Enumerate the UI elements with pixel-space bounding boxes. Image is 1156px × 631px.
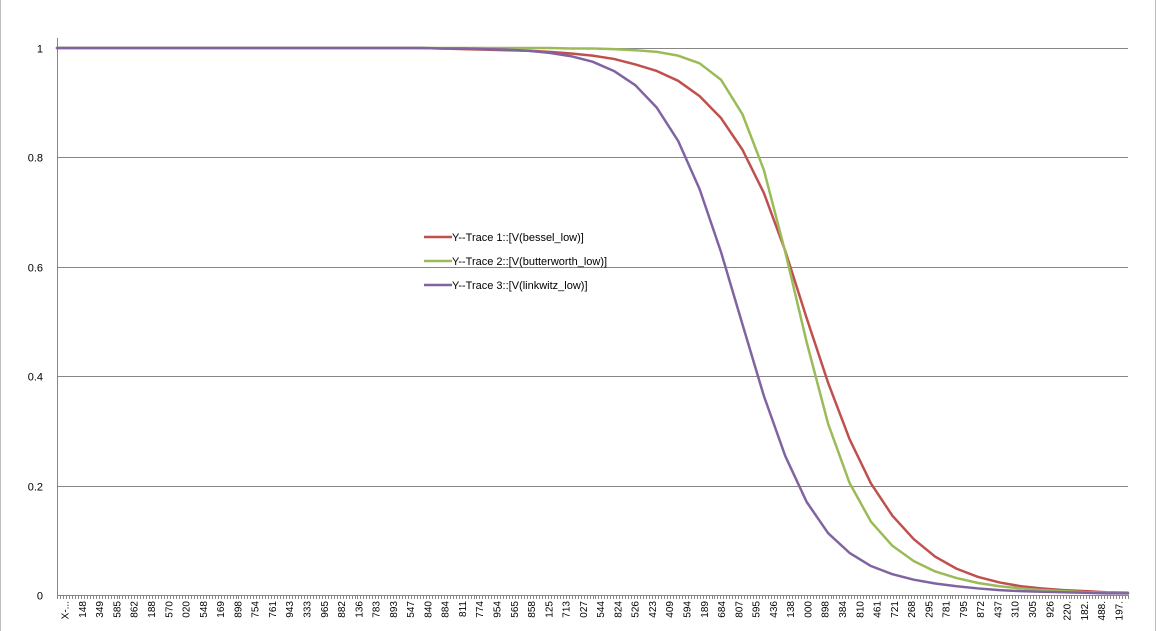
legend-label-2: Y--Trace 2::[V(butterworth_low)] [452, 256, 607, 268]
x-tick-label-7: 020 [182, 601, 193, 618]
x-tick-label-46: 810 [855, 601, 866, 618]
x-tick-label-48: 721 [890, 601, 901, 618]
legend-label-1: Y--Trace 1::[V(bessel_low)] [452, 232, 584, 244]
x-tick-label-59: 182. [1080, 601, 1091, 620]
x-tick-label-13: 943 [285, 601, 296, 618]
series-line-3 [55, 46, 1130, 595]
x-tick-label-31: 544 [596, 601, 607, 618]
x-tick-label-18: 783 [372, 601, 383, 618]
x-tick-label-42: 138 [786, 601, 797, 618]
x-tick-label-9: 169 [216, 601, 227, 618]
x-tick-label-50: 295 [924, 601, 935, 618]
legend[interactable]: Y--Trace 1::[V(bessel_low)]Y--Trace 2::[… [424, 232, 607, 292]
y-tick-label-2: 0.4 [28, 372, 43, 384]
x-tick-label-57: 926 [1045, 601, 1056, 618]
x-tick-label-47: 461 [873, 601, 884, 618]
x-tick-label-8: 548 [199, 601, 210, 618]
x-tick-label-54: 437 [993, 601, 1004, 618]
x-tick-label-52: 795 [959, 601, 970, 618]
y-axis-tick-labels: 0 0.2 0.4 0.6 0.8 1 [28, 44, 43, 603]
x-tick-label-38: 684 [717, 601, 728, 618]
x-tick-label-33: 526 [631, 601, 642, 618]
series-line-1 [55, 46, 1130, 595]
x-tick-label-19: 893 [389, 601, 400, 618]
x-tick-label-21: 840 [423, 601, 434, 618]
x-tick-label-3: 585 [112, 601, 123, 618]
x-tick-label-56: 305 [1028, 601, 1039, 618]
x-tick-label-0: X-... [61, 601, 72, 619]
x-tick-label-17: 136 [354, 601, 365, 618]
y-tick-label-1: 0.2 [28, 482, 43, 494]
x-tick-label-53: 872 [976, 601, 987, 618]
legend-label-3: Y--Trace 3::[V(linkwitz_low)] [452, 280, 588, 292]
x-tick-label-29: 713 [562, 601, 573, 618]
x-tick-label-45: 384 [838, 601, 849, 618]
x-tick-label-2: 349 [95, 601, 106, 618]
x-tick-label-22: 884 [441, 601, 452, 618]
x-tick-label-6: 570 [164, 601, 175, 618]
x-tick-label-12: 761 [268, 601, 279, 618]
x-tick-label-24: 774 [475, 601, 486, 618]
x-tick-label-44: 898 [821, 601, 832, 618]
series-line-2 [55, 46, 1130, 595]
x-tick-label-32: 824 [613, 601, 624, 618]
x-tick-label-49: 268 [907, 601, 918, 618]
x-tick-label-40: 595 [752, 601, 763, 618]
x-tick-label-4: 862 [130, 601, 141, 618]
x-tick-label-30: 027 [579, 601, 590, 618]
x-axis-minor-ticks [57, 595, 1129, 599]
x-tick-label-5: 188 [147, 601, 158, 618]
x-tick-label-10: 898 [233, 601, 244, 618]
x-tick-label-43: 000 [803, 601, 814, 618]
x-tick-label-55: 310 [1011, 601, 1022, 618]
x-tick-label-35: 409 [665, 601, 676, 618]
x-tick-label-61: 197. [1114, 601, 1125, 620]
x-tick-label-41: 436 [769, 601, 780, 618]
y-tick-label-5: 1 [37, 44, 43, 56]
x-tick-label-51: 781 [942, 601, 953, 618]
x-tick-label-1: 148 [78, 601, 89, 618]
y-tick-label-0: 0 [37, 591, 43, 603]
series [55, 46, 1130, 595]
x-tick-label-23: 811 [458, 601, 469, 617]
x-tick-label-11: 754 [251, 601, 262, 618]
y-tick-label-4: 0.8 [28, 153, 43, 165]
x-tick-label-60: 488. [1097, 601, 1108, 620]
x-tick-label-37: 189 [700, 601, 711, 618]
x-tick-label-28: 125 [544, 601, 555, 618]
x-tick-label-20: 547 [406, 601, 417, 618]
x-tick-label-26: 565 [510, 601, 521, 618]
x-tick-label-16: 882 [337, 601, 348, 618]
x-tick-label-39: 807 [734, 601, 745, 618]
x-tick-label-36: 594 [683, 601, 694, 618]
x-tick-label-58: 220. [1063, 601, 1074, 620]
axes [57, 38, 1128, 596]
x-tick-label-34: 423 [648, 601, 659, 618]
x-tick-label-15: 965 [320, 601, 331, 618]
x-tick-label-14: 333 [302, 601, 313, 618]
x-axis-tick-labels: X-... 148 349 585 862 188 570 020 548 169 898 754 76… [61, 601, 1126, 621]
x-tick-label-27: 858 [527, 601, 538, 618]
y-tick-label-3: 0.6 [28, 263, 43, 275]
x-tick-label-25: 954 [492, 601, 503, 618]
